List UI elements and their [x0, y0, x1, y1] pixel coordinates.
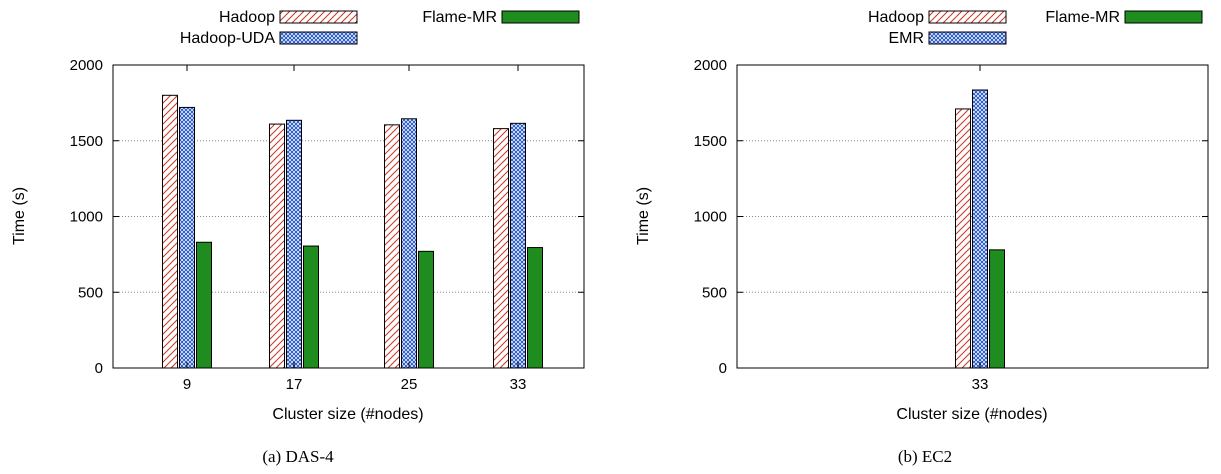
chart-b-frame [736, 64, 1209, 369]
chart-a-caption: (a) DAS-4 [262, 447, 334, 466]
chart-a-y-ticks: 0 500 1000 1500 2000 [70, 57, 584, 377]
chart-b-y-ticks: 0 500 1000 1500 2000 [694, 57, 1208, 377]
chart-a-x-ticks: 9 17 25 33 [183, 65, 527, 393]
bar-hadoop-25 [384, 124, 400, 369]
legend-label-hadoop-uda: Hadoop-UDA [180, 30, 275, 47]
chart-b-bars [955, 89, 1005, 369]
bar-flame-mr-33 [527, 247, 543, 369]
bar-hadoop-uda-25 [401, 118, 417, 369]
chart-a-legend: Hadoop Hadoop-UDA Flame-MR [180, 9, 580, 47]
y-tick-label: 2000 [694, 57, 727, 74]
chart-a-ylabel: Time (s) [11, 187, 28, 245]
chart-b-xlabel: Cluster size (#nodes) [896, 406, 1047, 423]
legend-swatch-flame-mr [1124, 10, 1203, 24]
chart-b-x-ticks: 33 [972, 65, 989, 393]
y-tick-label: 1000 [694, 209, 727, 226]
bar-hadoop-uda-9 [179, 106, 195, 369]
chart-b-gridlines [737, 140, 1208, 293]
chart-b-caption: (b) EC2 [898, 447, 952, 466]
y-tick-label: 500 [78, 284, 103, 301]
y-tick-label: 0 [95, 360, 103, 377]
x-tick-label: 17 [286, 376, 303, 393]
chart-a-xlabel: Cluster size (#nodes) [272, 406, 423, 423]
legend-label-hadoop: Hadoop [219, 9, 275, 26]
y-tick-label: 1500 [70, 133, 103, 150]
legend-label-hadoop: Hadoop [868, 9, 924, 26]
chart-b-legend: Hadoop EMR Flame-MR [868, 9, 1203, 47]
bar-hadoop-33 [493, 128, 509, 369]
legend-label-emr: EMR [888, 30, 924, 47]
x-tick-label: 9 [183, 376, 191, 393]
y-tick-label: 1000 [70, 209, 103, 226]
bar-flame-mr-33 [989, 249, 1005, 369]
legend-swatch-emr [928, 31, 1007, 45]
legend-swatch-flame-mr [501, 10, 580, 24]
bar-hadoop-17 [269, 123, 285, 369]
legend-swatch-hadoop [928, 10, 1007, 24]
bar-hadoop-33 [955, 108, 971, 369]
bar-flame-mr-17 [303, 245, 319, 369]
chart-a-frame [112, 64, 585, 369]
x-tick-label: 33 [972, 376, 989, 393]
y-tick-label: 500 [702, 284, 727, 301]
bar-flame-mr-25 [418, 250, 434, 369]
x-tick-label: 25 [401, 376, 418, 393]
bar-hadoop-uda-33 [510, 122, 526, 369]
chart-das4: 0 500 1000 1500 2000 9 17 25 33 Cluster size (#… [11, 9, 585, 466]
y-tick-label: 2000 [70, 57, 103, 74]
x-tick-label: 33 [510, 376, 527, 393]
bar-flame-mr-9 [196, 241, 212, 369]
bar-emr-33 [972, 89, 988, 369]
chart-b-ylabel: Time (s) [635, 187, 652, 245]
legend-label-flame-mr: Flame-MR [1045, 9, 1120, 26]
chart-a-bars [162, 94, 543, 369]
chart-ec2: 0 500 1000 1500 2000 33 Cluster size (#nodes… [635, 9, 1209, 466]
bar-hadoop-uda-17 [286, 119, 302, 369]
y-tick-label: 0 [719, 360, 727, 377]
y-tick-label: 1500 [694, 133, 727, 150]
legend-swatch-hadoop [279, 10, 358, 24]
bar-hadoop-9 [162, 94, 178, 369]
legend-label-flame-mr: Flame-MR [422, 9, 497, 26]
legend-swatch-hadoop-uda [279, 31, 358, 45]
